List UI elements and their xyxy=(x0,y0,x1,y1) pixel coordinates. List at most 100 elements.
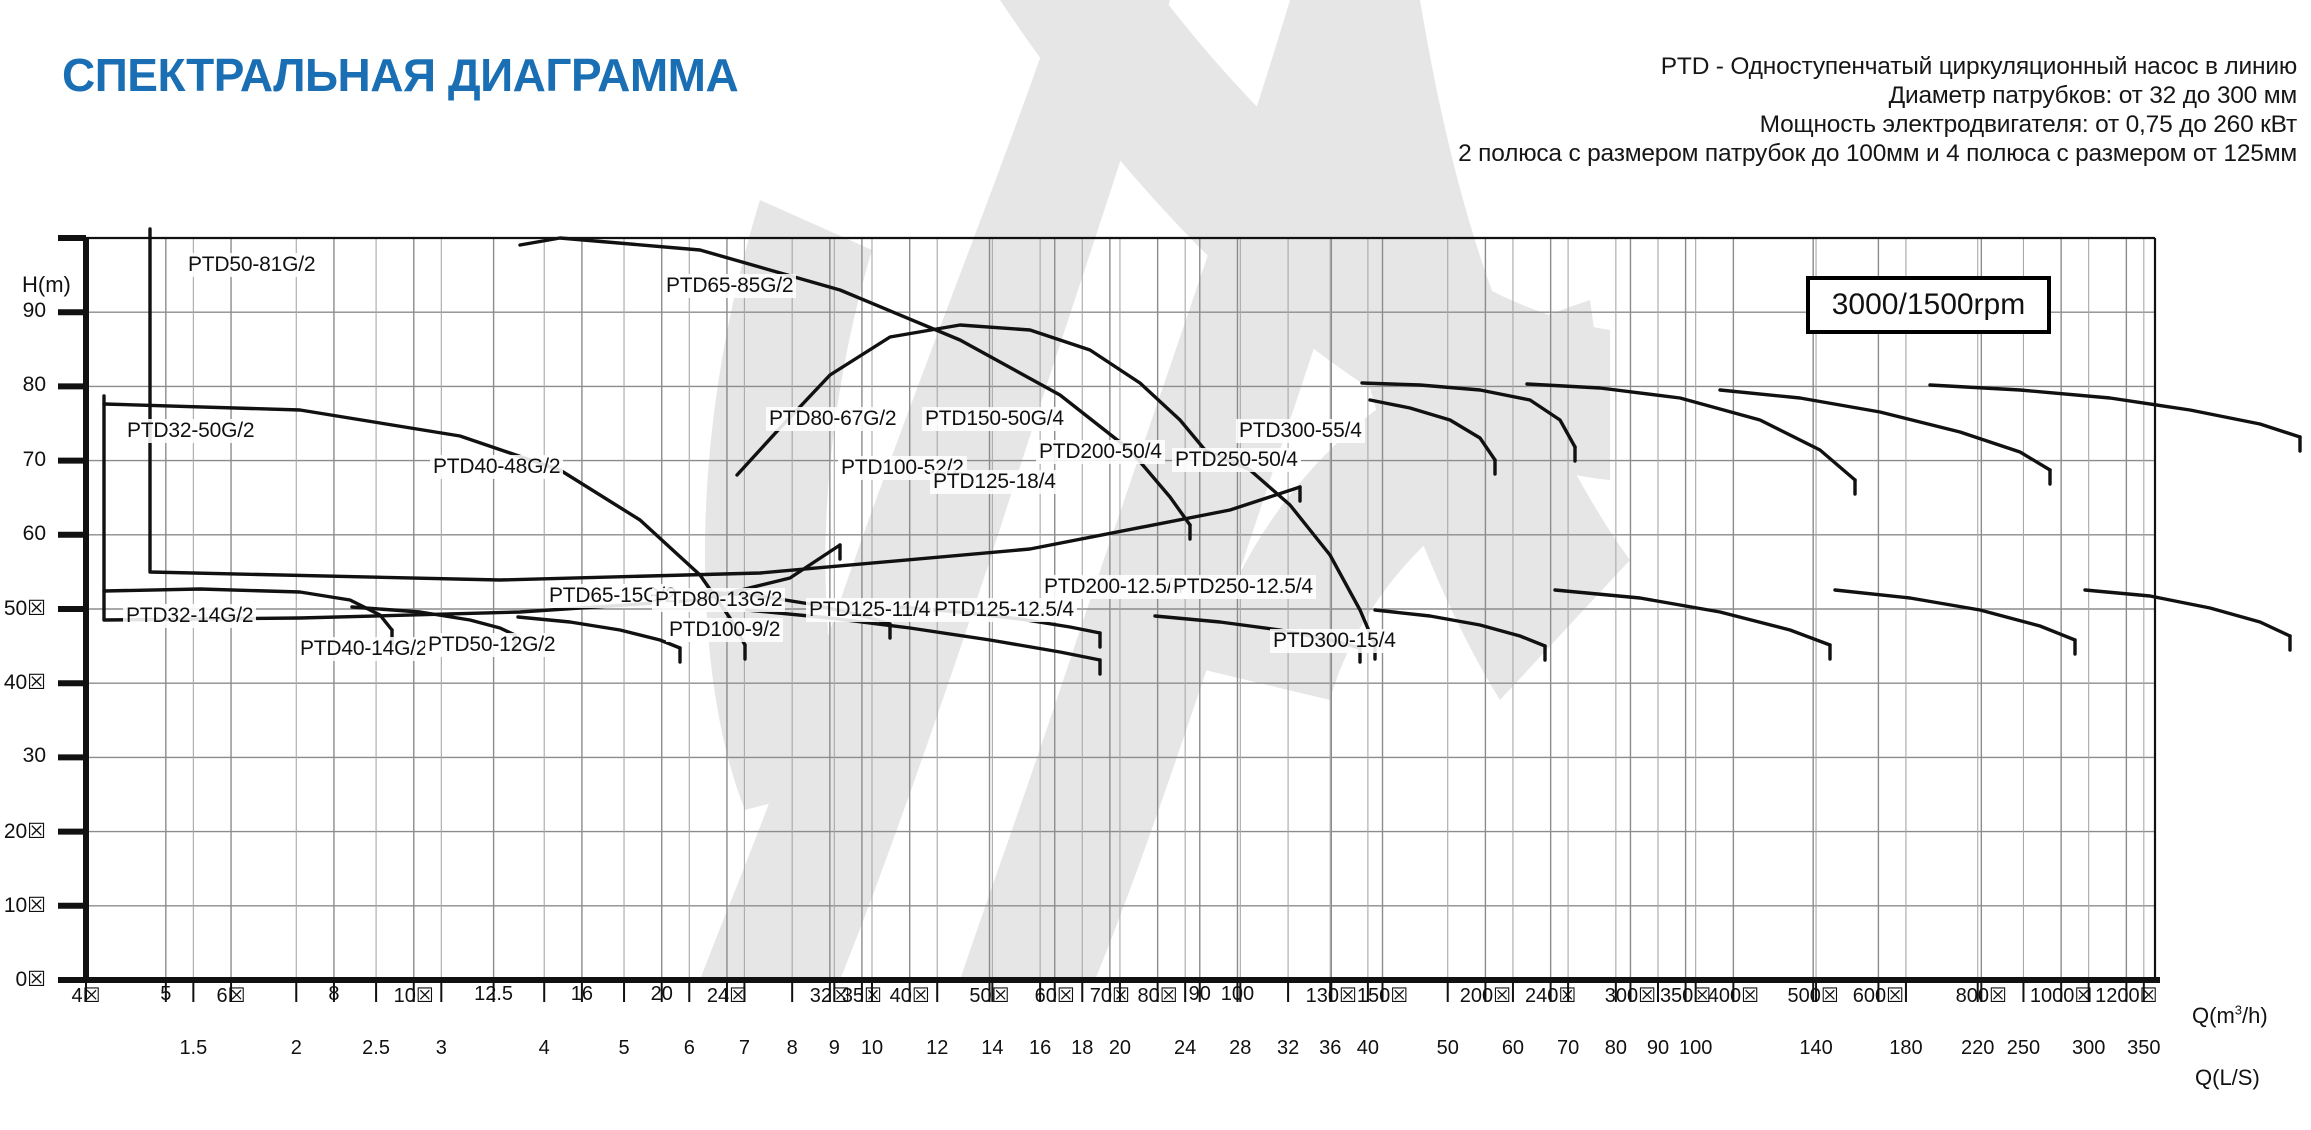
header-description: PTD - Одноступенчатый циркуляционный нас… xyxy=(1458,52,2297,168)
x-axis-tick-label-m3h: 20 xyxy=(650,983,673,1005)
rpm-badge: 3000/1500rpm xyxy=(1806,276,2051,334)
x-axis-tick-label-m3h: 10☒ xyxy=(393,985,434,1007)
y-axis-tick-label: 0☒ xyxy=(15,968,46,991)
x-axis-tick-label-m3h: 24☒ xyxy=(706,985,748,1007)
x-axis-tick-label-ls: 32 xyxy=(1276,1037,1300,1059)
x-axis-tick-label-m3h: 32☒ xyxy=(809,985,850,1007)
x-axis-tick-label-ls: 12 xyxy=(926,1037,949,1059)
x-axis-tick-label-ls: 350 xyxy=(2127,1037,2161,1059)
header-line-1: PTD - Одноступенчатый циркуляционный нас… xyxy=(1660,53,2297,80)
pump-curve-label: PTD150-50G/4 xyxy=(922,407,1067,431)
x-axis-tick-label-ls: 1.5 xyxy=(179,1037,208,1059)
x-axis-tick-label-ls: 220 xyxy=(1961,1037,1995,1059)
x-axis-tick-label-ls: 10 xyxy=(860,1037,884,1059)
x-axis-tick-label-m3h: 500☒ xyxy=(1787,985,1839,1007)
x-axis-tick-label-m3h: 6☒ xyxy=(216,985,246,1007)
y-axis-tick-label: 90 xyxy=(22,299,46,323)
x-axis-tick-label-m3h: 4☒ xyxy=(71,985,101,1007)
pump-curve xyxy=(1203,448,1377,647)
x-axis-tick-label-ls: 7 xyxy=(738,1037,750,1059)
pump-curve-label: PTD50-81G/2 xyxy=(185,253,319,277)
y-axis-tick-label: 10☒ xyxy=(3,893,46,917)
pump-curve xyxy=(1833,588,2077,642)
x-axis-tick-label-ls: 2.5 xyxy=(362,1037,390,1059)
pump-curve xyxy=(1368,398,1497,462)
y-axis-tick-label: 20☒ xyxy=(3,819,46,843)
x-axis-tick-label-m3h: 130☒ xyxy=(1305,985,1357,1007)
pump-curve-label: PTD250-12.5/4 xyxy=(1170,575,1316,599)
pump-curve-label: PTD65-85G/2 xyxy=(663,274,797,298)
x-axis-tick-label-m3h: 1000☒ xyxy=(2029,985,2093,1007)
page-title: СПЕКТРАЛЬНАЯ ДИАГРАММА xyxy=(62,49,739,101)
x-axis-tick-label-m3h: 90 xyxy=(1188,983,1211,1005)
x-axis-tick-label-ls: 90 xyxy=(1646,1037,1670,1059)
x-axis-tick-label-ls: 16 xyxy=(1029,1037,1052,1059)
x-axis-tick-label-m3h: 350☒ xyxy=(1659,985,1712,1007)
x-axis-tick-label-ls: 40 xyxy=(1356,1037,1380,1059)
x-axis-tick-label-ls: 2 xyxy=(290,1037,302,1059)
x-axis-tick-label-ls: 18 xyxy=(1071,1037,1094,1059)
pump-curve-label: PTD50-12G/2 xyxy=(425,633,559,657)
x-axis-tick-label-m3h: 70☒ xyxy=(1089,985,1130,1007)
pump-curve-label: PTD300-15/4 xyxy=(1270,629,1399,653)
x-axis-tick-label-ls: 60 xyxy=(1501,1037,1525,1059)
y-axis-tick-label: 30 xyxy=(22,744,46,768)
x-axis-tick-label-m3h: 100 xyxy=(1220,983,1255,1005)
x-axis-tick-label-ls: 5 xyxy=(618,1037,630,1059)
x-axis-tick-label-m3h: 16 xyxy=(570,983,594,1005)
x-axis-tick-label-m3h: 50☒ xyxy=(969,985,1010,1007)
x-axis-tick-label-ls: 20 xyxy=(1108,1037,1132,1059)
pump-curve-label: PTD80-67G/2 xyxy=(766,407,900,431)
x-axis-tick-label-ls: 24 xyxy=(1174,1037,1197,1059)
pump-curve xyxy=(2083,588,2292,638)
pump-curve-label: PTD80-13G/2 xyxy=(652,588,786,612)
x-axis-tick-label-ls: 4 xyxy=(538,1037,550,1059)
pump-curve-label: PTD300-55/4 xyxy=(1236,419,1365,443)
y-axis-tick-label: 60 xyxy=(22,521,46,545)
x-axis-tick-label-ls: 6 xyxy=(683,1037,695,1059)
pump-curve xyxy=(1928,383,2302,439)
x-axis-tick-label-m3h: 240☒ xyxy=(1524,985,1577,1007)
x-axis-tick-label-ls: 300 xyxy=(2071,1037,2106,1059)
x-axis-title-top: Q(m3/h) xyxy=(2192,1003,2268,1029)
x-axis-tick-label-m3h: 800☒ xyxy=(1955,985,2007,1007)
y-axis-tick-label: 80 xyxy=(22,373,46,397)
x-axis-tick-label-m3h: 12.5 xyxy=(474,983,514,1005)
pump-curve-label: PTD40-48G/2 xyxy=(430,455,564,479)
header-line-4: 2 полюса с размером патрубок до 100мм и … xyxy=(1458,140,2297,167)
pump-curve-label: PTD125-18/4 xyxy=(930,470,1059,494)
pump-curve-label: PTD32-14G/2 xyxy=(123,604,257,628)
pump-curve-label: PTD100-9/2 xyxy=(666,618,784,642)
x-axis-tick-label-ls: 14 xyxy=(981,1037,1004,1059)
header-line-3: Мощность электродвигателя: от 0,75 до 26… xyxy=(1759,111,2298,138)
pump-curve-label: PTD32-50G/2 xyxy=(124,419,258,443)
pump-curve-label: PTD200-12.5/4 xyxy=(1041,575,1187,599)
pump-curve-label: PTD250-50/4 xyxy=(1172,448,1301,472)
pump-curve-label: PTD40-14G/2 xyxy=(297,637,431,661)
pump-curve xyxy=(516,615,682,650)
pump-curve xyxy=(350,605,517,637)
pump-curve-label: PTD200-50/4 xyxy=(1036,440,1165,464)
y-axis-tick-label: 70 xyxy=(22,447,46,471)
x-axis-tick-label-m3h: 1200☒ xyxy=(2095,985,2158,1007)
chart-tickmarks xyxy=(58,235,2145,1002)
x-axis-title-bottom: Q(L/S) xyxy=(2195,1065,2260,1090)
x-axis-tick-label-m3h: 35☒ xyxy=(841,985,882,1007)
x-axis-tick-label-m3h: 80☒ xyxy=(1137,985,1178,1007)
x-axis-tick-label-m3h: 600☒ xyxy=(1852,985,1905,1007)
pump-curve xyxy=(1718,388,2052,472)
pump-curve xyxy=(1373,608,1547,648)
x-axis-tick-label-ls: 180 xyxy=(1889,1037,1923,1059)
x-axis-tick-label-ls: 140 xyxy=(1799,1037,1833,1059)
pump-curve xyxy=(518,236,1192,527)
x-axis-tick-label-m3h: 8 xyxy=(328,983,340,1005)
x-axis-tick-label-m3h: 60☒ xyxy=(1034,985,1075,1007)
x-axis-tick-label-ls: 80 xyxy=(1604,1037,1627,1059)
x-axis-tick-label-ls: 100 xyxy=(1678,1037,1713,1059)
pump-curve xyxy=(102,587,394,632)
x-axis-tick-label-m3h: 200☒ xyxy=(1459,985,1512,1007)
y-axis-tick-label: 50☒ xyxy=(3,597,46,620)
